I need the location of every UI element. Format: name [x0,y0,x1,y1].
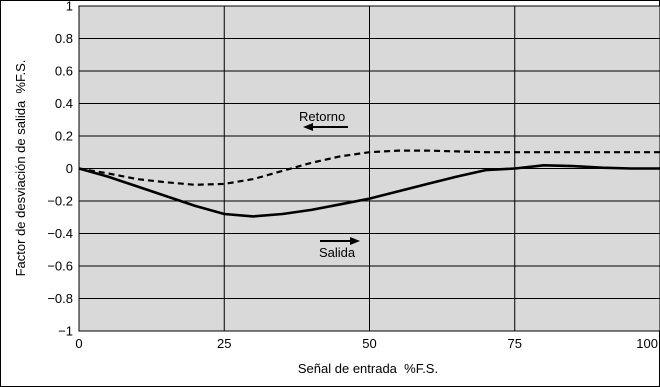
y-tick-label: −0.4 [47,226,73,241]
y-tick-label: 0.8 [55,31,73,46]
series-layer [78,149,660,218]
x-tick-label: 75 [508,336,522,351]
x-tick-label: 100 [636,336,658,351]
x-axis-label: Señal de entrada %F.S. [298,361,438,376]
x-tick-label: 25 [217,336,231,351]
salida-label: Salida [319,245,356,260]
y-tick-label: −0.8 [47,291,73,306]
retorno-label: Retorno [299,109,345,124]
y-tick-label: −0.6 [47,259,73,274]
y-tick-label: 0 [66,161,73,176]
y-tick-label: 0.4 [55,96,73,111]
x-tick-label: 50 [362,336,376,351]
y-tick-label: 0.6 [55,64,73,79]
y-tick-label: 1 [66,0,73,14]
series-salida-line [78,164,660,218]
y-axis-label: Factor de desviación de salida %F.S. [13,60,28,277]
retorno-arrowhead-icon [303,123,313,131]
x-tick-label: 0 [75,336,82,351]
annotations: Retorno Salida [299,109,360,260]
y-tick-label: −0.2 [47,194,73,209]
y-tick-label: −1 [58,324,73,339]
salida-arrowhead-icon [350,237,360,245]
y-tick-label: 0.2 [55,129,73,144]
tick-labels: 10.80.60.40.20−0.2−0.4−0.6−0.8−10 25 50 75 1… [47,0,658,351]
series-retorno-line [78,149,660,186]
